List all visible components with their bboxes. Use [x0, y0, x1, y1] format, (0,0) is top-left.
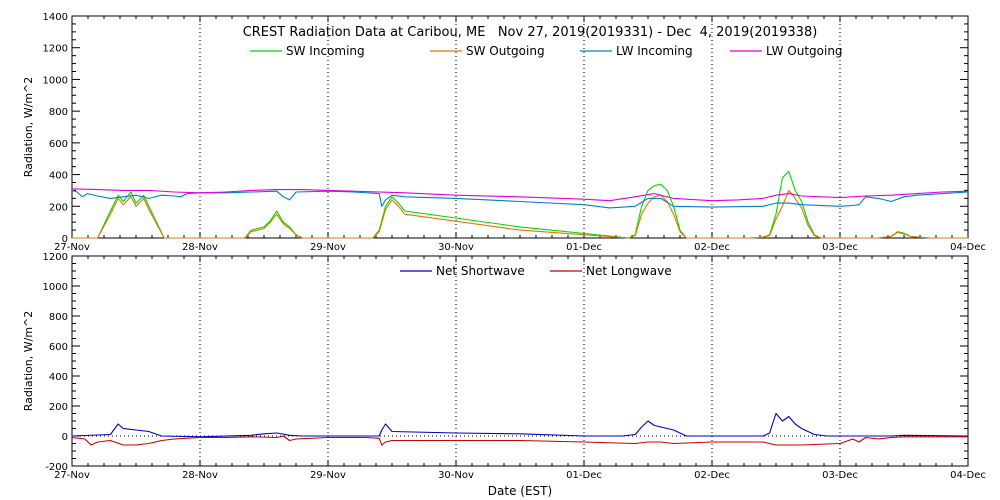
y-tick-label: 200: [49, 202, 68, 213]
legend-label: LW Outgoing: [766, 44, 843, 58]
x-tick-label: 01-Dec: [566, 242, 602, 253]
x-tick-label: 30-Nov: [438, 470, 474, 481]
series-line-lw-incoming: [71, 189, 969, 209]
x-tick-label: 04-Dec: [950, 470, 986, 481]
x-tick-label: 28-Nov: [182, 242, 218, 253]
x-tick-label: 27-Nov: [54, 242, 90, 253]
x-tick-label: 29-Nov: [310, 242, 346, 253]
x-tick-label: 02-Dec: [694, 470, 730, 481]
y-tick-label: 1400: [43, 12, 68, 23]
chart-title: CREST Radiation Data at Caribou, ME Nov …: [243, 25, 818, 40]
y-tick-label: 400: [49, 171, 68, 182]
y-tick-label: 800: [49, 107, 68, 118]
x-tick-label: 28-Nov: [182, 470, 218, 481]
y-tick-label: 200: [49, 402, 68, 413]
y-tick-label: 1200: [43, 44, 68, 55]
y-axis-label: Radiation, W/m^2: [22, 77, 35, 178]
y-tick-label: 0: [62, 432, 68, 443]
y-tick-label: -200: [45, 462, 68, 473]
x-tick-label: 03-Dec: [822, 242, 858, 253]
legend-label: SW Outgoing: [466, 44, 545, 58]
x-axis-label: Date (EST): [488, 484, 552, 498]
series-line-lw-outgoing: [71, 188, 969, 202]
x-tick-label: 04-Dec: [950, 242, 986, 253]
x-tick-label: 01-Dec: [566, 470, 602, 481]
series-line-net-shortwave: [71, 412, 969, 438]
bottom-panel: 27-Nov 28-Nov 29-Nov 30-Nov 01-Dec 02-Dec 03-D…: [22, 252, 986, 481]
legend-label: SW Incoming: [286, 44, 365, 58]
y-tick-label: 1000: [43, 75, 68, 86]
x-tick-label: 30-Nov: [438, 242, 474, 253]
x-tick-label: 03-Dec: [822, 470, 858, 481]
y-axis-label: Radiation, W/m^2: [22, 311, 35, 412]
y-tick-label: 0: [62, 234, 68, 245]
y-tick-label: 1200: [43, 252, 68, 263]
legend-label: Net Shortwave: [436, 264, 525, 278]
y-tick-label: 1000: [43, 282, 68, 293]
y-tick-label: 600: [49, 342, 68, 353]
top-panel: 27-Nov 28-Nov 29-Nov 30-Nov 01-Dec 02-Dec 03-D…: [22, 12, 986, 253]
y-tick-label: 800: [49, 312, 68, 323]
y-tick-label: 400: [49, 372, 68, 383]
series-line-sw-outgoing: [72, 189, 968, 239]
x-tick-label: 27-Nov: [54, 470, 90, 481]
plot-frame: [71, 255, 969, 467]
x-tick-label: 02-Dec: [694, 242, 730, 253]
series-line-sw-incoming: [72, 170, 968, 239]
series-line-net-longwave: [71, 435, 968, 446]
y-tick-label: 600: [49, 139, 68, 150]
x-tick-label: 29-Nov: [310, 470, 346, 481]
legend-label: LW Incoming: [616, 44, 693, 58]
legend-label: Net Longwave: [586, 264, 672, 278]
